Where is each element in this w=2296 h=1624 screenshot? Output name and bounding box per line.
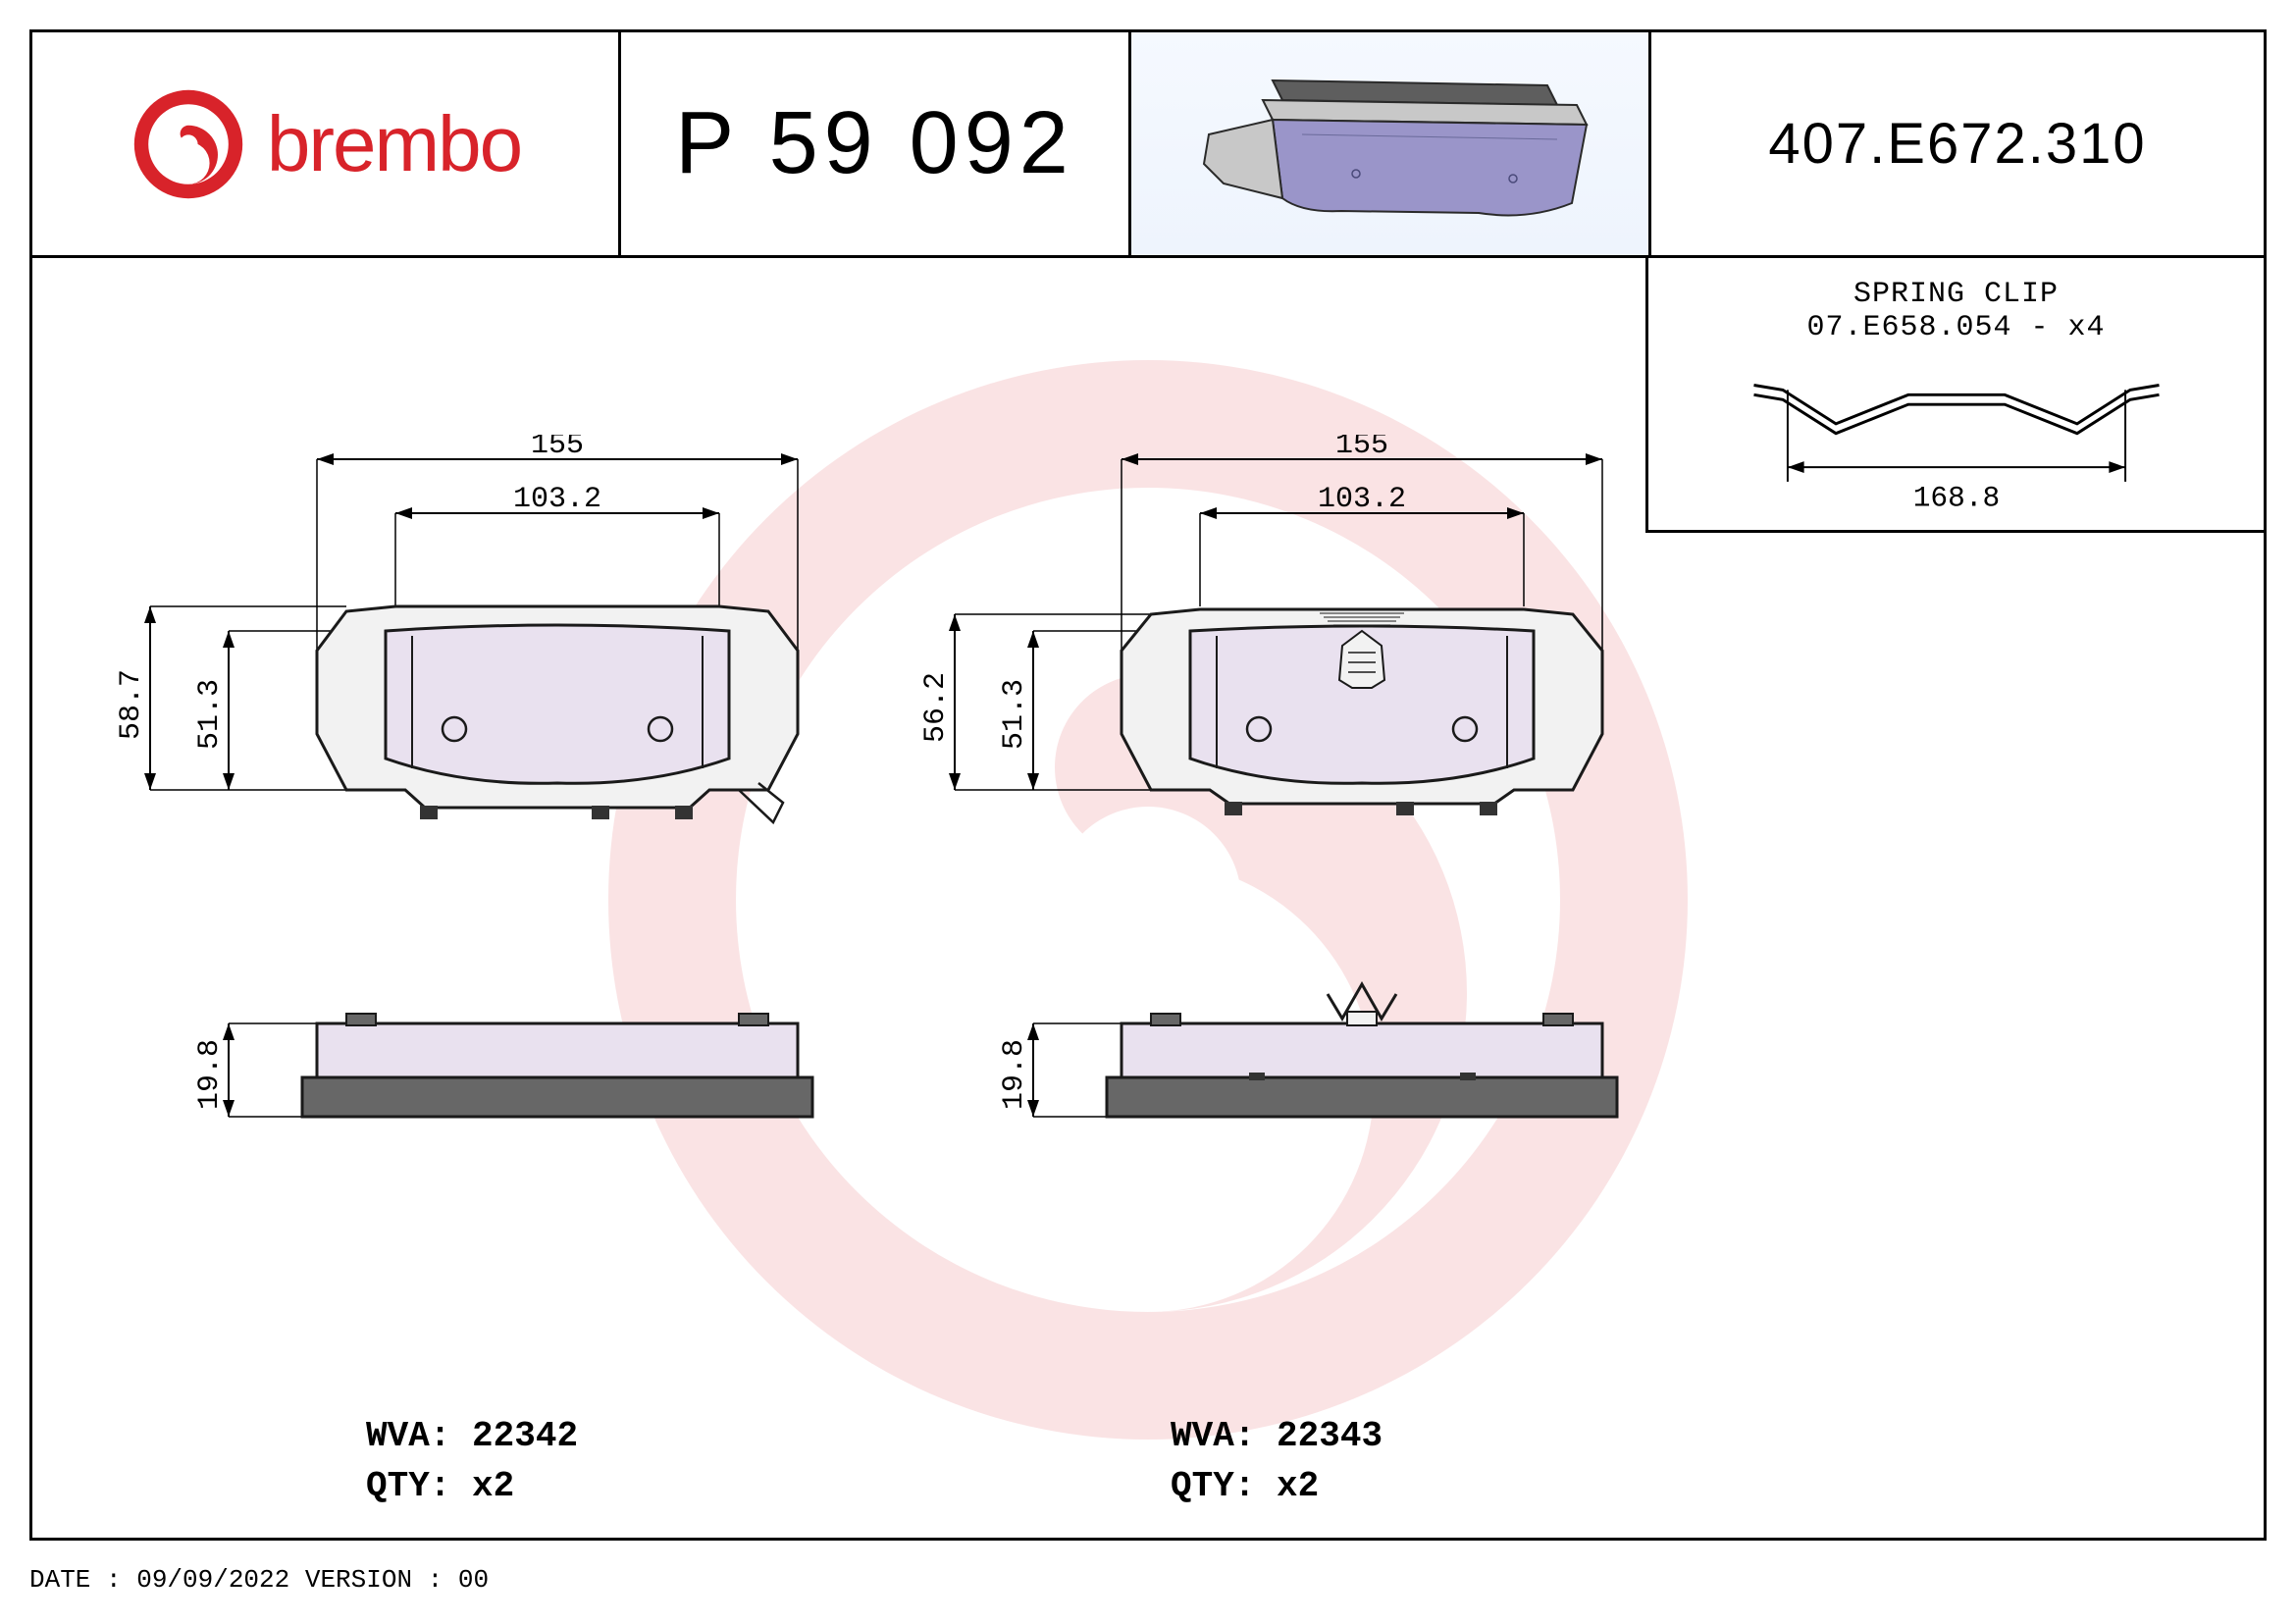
pad-right-width-outer: 155 bbox=[1335, 435, 1388, 462]
drawing-sheet: brembo P 59 092 407.E672.310 bbox=[29, 29, 2267, 1541]
render-cell bbox=[1131, 32, 1651, 255]
spring-clip-panel: SPRING CLIP 07.E658.054 - x4 168.8 bbox=[1645, 258, 2264, 533]
brembo-logo: brembo bbox=[130, 85, 521, 203]
alt-number: 407.E672.310 bbox=[1768, 111, 2146, 177]
part-number-cell: P 59 092 bbox=[621, 32, 1131, 255]
header-row: brembo P 59 092 407.E672.310 bbox=[32, 32, 2264, 258]
pad-right-height-inner: 51.3 bbox=[998, 679, 1031, 750]
qty-right-line: QTY: x2 bbox=[1171, 1462, 1383, 1511]
part-number: P 59 092 bbox=[675, 93, 1074, 194]
wva-left-block: WVA: 22342 QTY: x2 bbox=[366, 1412, 578, 1511]
wva-left-value: 22342 bbox=[472, 1416, 578, 1456]
wva-left-line: WVA: 22342 bbox=[366, 1412, 578, 1461]
pad-right-face: 155 103.2 56.2 51.3 bbox=[896, 435, 1661, 925]
pad-right-width-inner: 103.2 bbox=[1318, 483, 1406, 516]
brembo-logo-text: brembo bbox=[267, 99, 521, 189]
footer-date: 09/09/2022 bbox=[136, 1565, 289, 1595]
pad-right-height-outer: 56.2 bbox=[919, 672, 953, 743]
spring-clip-code: 07.E658.054 - x4 bbox=[1806, 311, 2105, 344]
qty-left-line: QTY: x2 bbox=[366, 1462, 578, 1511]
pad-right-side: 19.8 bbox=[896, 965, 1661, 1180]
alt-number-cell: 407.E672.310 bbox=[1651, 32, 2264, 255]
footer-version: 00 bbox=[458, 1565, 489, 1595]
spring-clip-title: SPRING CLIP bbox=[1853, 278, 2059, 311]
brembo-logo-icon bbox=[130, 85, 247, 203]
logo-cell: brembo bbox=[32, 32, 621, 255]
pad-left-face: 155 103.2 58.7 51.3 bbox=[91, 435, 857, 925]
spring-width-dim: 168.8 bbox=[1912, 481, 2000, 514]
pad-left-thickness: 19.8 bbox=[193, 1039, 227, 1110]
qty-left-value: x2 bbox=[472, 1466, 514, 1506]
wva-right-block: WVA: 22343 QTY: x2 bbox=[1171, 1412, 1383, 1511]
footer-meta: DATE : 09/09/2022 VERSION : 00 bbox=[29, 1565, 489, 1595]
main-drawing-area: SPRING CLIP 07.E658.054 - x4 168.8 155 bbox=[32, 258, 2264, 1541]
pad-right-thickness: 19.8 bbox=[998, 1039, 1031, 1110]
wva-right-line: WVA: 22343 bbox=[1171, 1412, 1383, 1461]
pad-left-width-outer: 155 bbox=[531, 435, 584, 462]
pad-left-height-outer: 58.7 bbox=[115, 669, 148, 740]
pad-3d-render bbox=[1184, 56, 1596, 233]
spring-clip-drawing: 168.8 bbox=[1692, 356, 2221, 530]
wva-right-value: 22343 bbox=[1277, 1416, 1383, 1456]
pad-left-height-inner: 51.3 bbox=[193, 679, 227, 750]
qty-right-value: x2 bbox=[1277, 1466, 1319, 1506]
pad-left-width-inner: 103.2 bbox=[513, 483, 601, 516]
pad-left-side: 19.8 bbox=[91, 965, 857, 1180]
